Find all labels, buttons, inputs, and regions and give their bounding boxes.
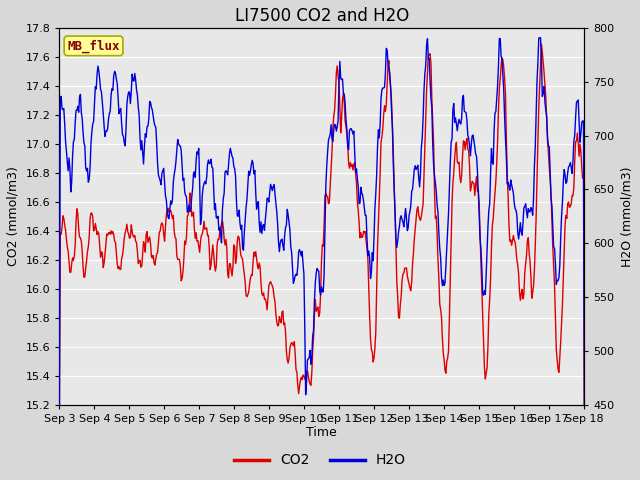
Title: LI7500 CO2 and H2O: LI7500 CO2 and H2O xyxy=(235,7,409,25)
Legend: CO2, H2O: CO2, H2O xyxy=(228,448,412,473)
Text: MB_flux: MB_flux xyxy=(67,39,120,52)
Y-axis label: H2O (mmol/m3): H2O (mmol/m3) xyxy=(620,166,633,266)
Y-axis label: CO2 (mmol/m3): CO2 (mmol/m3) xyxy=(7,167,20,266)
X-axis label: Time: Time xyxy=(307,426,337,440)
